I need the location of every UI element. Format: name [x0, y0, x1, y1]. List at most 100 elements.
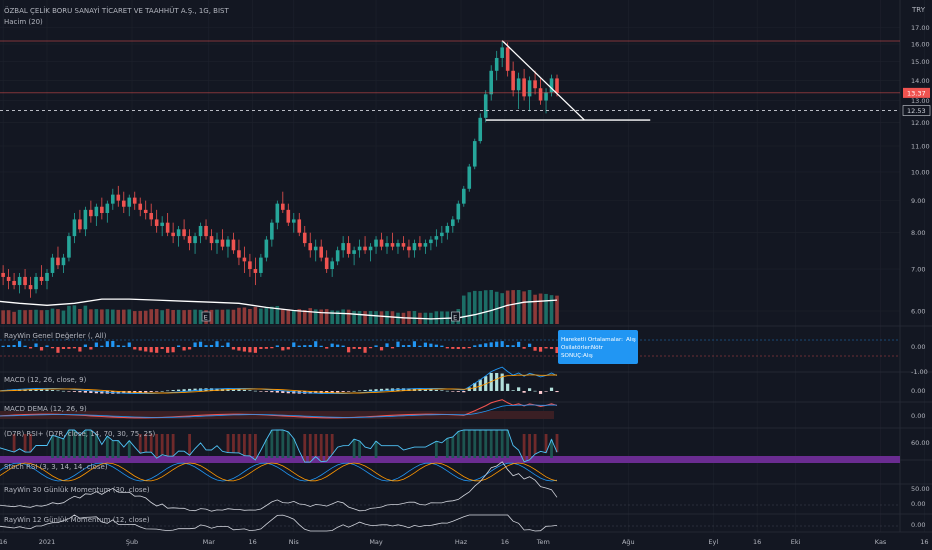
rsi-fill-down: [555, 434, 559, 453]
macd-histogram-bar: [401, 388, 406, 391]
macd-histogram-bar: [374, 389, 378, 391]
candle-body: [544, 92, 548, 101]
rsi-fill-down: [160, 434, 164, 455]
genel-bar: [363, 347, 367, 353]
indicator-panes[interactable]: [0, 339, 900, 532]
macd-histogram-bar: [473, 382, 477, 391]
rsi-fill-down: [544, 434, 548, 453]
crosshair-price-tag-bg: [902, 105, 931, 116]
volume-bar: [281, 309, 285, 324]
candle-body: [248, 261, 252, 270]
indicator-title-momentum-12[interactable]: RayWin 12 Günlük Momentum (12, close): [4, 516, 150, 524]
genel-bar: [56, 347, 60, 353]
rsi-fill-up: [111, 440, 115, 458]
volume-bar: [121, 309, 126, 324]
rsi-fill-up: [473, 430, 477, 458]
macd-histogram-bar: [177, 389, 181, 391]
triangle-pattern[interactable]: [485, 40, 651, 121]
candle-body: [215, 239, 219, 244]
candle-body: [100, 206, 104, 214]
time-tick: Kas: [875, 538, 887, 546]
volume-bar: [412, 311, 417, 324]
macd-histogram-bar: [264, 391, 268, 392]
genel-bar: [17, 341, 22, 347]
time-axis[interactable]: 16 2021 Şub Mar 16 Nis May Haz 16 Tem Ağu Eyl 16 Eki K…: [0, 538, 932, 546]
genel-bar: [319, 345, 323, 347]
currency-label[interactable]: TRY: [911, 6, 926, 14]
signal-tooltip[interactable]: Hareketli Ortalamalar: Alış Osilatörler:…: [558, 330, 638, 364]
macd-histogram-bar: [407, 388, 411, 391]
time-tick: Ağu: [622, 538, 635, 546]
volume-bar: [89, 309, 93, 324]
indicator-title-momentum-30[interactable]: RayWin 30 Günlük Momentum (30, close): [4, 486, 150, 494]
rsi-fill-down: [144, 434, 148, 453]
macd-histogram-bar: [166, 390, 170, 392]
macd-histogram-bar: [517, 387, 521, 391]
volume-bar: [324, 309, 329, 324]
candle-body: [483, 94, 488, 118]
indicator-title-stoch-rsi[interactable]: Stoch RSI (3, 3, 14, 14, close): [4, 463, 108, 471]
genel-bar: [242, 347, 247, 352]
macd-histogram-bar: [330, 391, 334, 393]
genel-bar: [423, 342, 427, 347]
indicator-tick: 0.00: [911, 387, 925, 395]
earnings-marker: E: [453, 314, 457, 322]
mom12-line: [0, 514, 558, 532]
candle-body: [121, 200, 126, 207]
volume-bar: [544, 293, 548, 324]
volume-bar: [67, 305, 71, 324]
symbol-title[interactable]: ÖZBAL ÇELİK BORU SANAYİ TİCARET VE TAAHH…: [4, 6, 229, 15]
genel-bar: [155, 347, 159, 353]
genel-bar: [270, 347, 274, 349]
candle-body: [407, 246, 411, 251]
price-tick: 17.00: [911, 24, 930, 32]
rsi-fill-down: [29, 434, 32, 453]
candle-body: [204, 225, 208, 237]
indicator-title-macd-dema[interactable]: MACD DEMA (12, 26, 9): [4, 405, 87, 413]
candle-body: [105, 203, 110, 214]
indicator-title-macd[interactable]: MACD (12, 26, close, 9): [4, 376, 87, 384]
genel-bar: [23, 345, 27, 347]
candle-body: [302, 232, 307, 244]
macd-histogram-bar: [451, 391, 455, 392]
genel-bar: [527, 343, 532, 347]
candle-body: [264, 239, 269, 258]
stoch-d-line: [0, 462, 558, 482]
macd-histogram-bar: [549, 387, 554, 391]
indicator-title-rsi[interactable]: (D7R) RSI+ (D7R, close, 14, 70, 30, 75, …: [4, 430, 156, 438]
volume-bar: [111, 309, 115, 324]
time-tick: May: [369, 538, 383, 546]
volume-bar: [154, 309, 159, 324]
candle-body: [335, 250, 340, 262]
candle-body: [23, 276, 27, 286]
candle-body: [187, 236, 192, 244]
rsi-fill-up: [67, 430, 71, 458]
price-axis[interactable]: 17.00 16.00 15.00 14.00 13.00 12.00 11.00 10.00…: [911, 24, 930, 316]
macd-histogram-bar: [544, 391, 548, 392]
candle-body: [489, 70, 494, 95]
genel-bar: [45, 345, 49, 347]
candle-body: [346, 243, 351, 254]
price-tick: 10.00: [911, 168, 930, 176]
tooltip-box: [558, 330, 638, 364]
rsi-fill-up: [374, 441, 378, 458]
candle-body: [176, 229, 181, 237]
indicator-tick: 0.00: [911, 521, 925, 529]
candle-body: [440, 232, 444, 237]
macd-histogram-bar: [237, 389, 241, 391]
indicator-title-raywin-genel[interactable]: RayWin Genel Değerler (, All): [4, 332, 107, 340]
genel-bar: [522, 347, 526, 349]
genel-bar: [133, 347, 137, 350]
genel-bar: [177, 345, 181, 347]
volume-label[interactable]: Hacim (20): [4, 18, 43, 26]
pane-rsi: [0, 429, 900, 463]
volume-bar: [182, 310, 186, 324]
genel-bar: [347, 347, 351, 353]
candle-body: [456, 203, 461, 220]
macd-histogram-bar: [144, 391, 148, 393]
volume-bar: [352, 310, 356, 324]
genel-bar: [517, 341, 521, 347]
